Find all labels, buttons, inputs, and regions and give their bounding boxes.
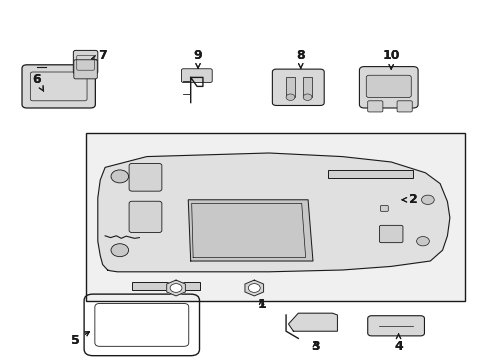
Text: 2: 2 xyxy=(402,193,417,206)
FancyBboxPatch shape xyxy=(181,69,212,82)
Text: 10: 10 xyxy=(382,49,399,69)
Circle shape xyxy=(111,170,128,183)
Bar xyxy=(303,77,311,97)
Text: 8: 8 xyxy=(296,49,305,68)
Text: 3: 3 xyxy=(310,340,319,353)
Text: 10: 10 xyxy=(382,49,399,69)
FancyBboxPatch shape xyxy=(129,201,162,233)
Text: 7: 7 xyxy=(91,49,107,62)
Bar xyxy=(285,77,294,97)
FancyBboxPatch shape xyxy=(367,101,382,112)
Text: 8: 8 xyxy=(296,49,305,68)
Polygon shape xyxy=(244,280,263,296)
Polygon shape xyxy=(188,200,312,261)
FancyBboxPatch shape xyxy=(129,163,162,191)
Polygon shape xyxy=(288,313,337,331)
Text: 1: 1 xyxy=(257,298,265,311)
FancyBboxPatch shape xyxy=(396,101,411,112)
FancyBboxPatch shape xyxy=(359,67,417,108)
FancyBboxPatch shape xyxy=(379,225,402,243)
Text: 4: 4 xyxy=(393,334,402,353)
FancyBboxPatch shape xyxy=(380,206,387,211)
Text: 9: 9 xyxy=(193,49,202,68)
Polygon shape xyxy=(166,280,185,296)
FancyBboxPatch shape xyxy=(22,65,95,108)
FancyBboxPatch shape xyxy=(367,316,424,336)
Circle shape xyxy=(285,94,294,100)
Circle shape xyxy=(111,244,128,257)
Bar xyxy=(132,282,200,290)
Text: 1: 1 xyxy=(257,298,265,311)
FancyBboxPatch shape xyxy=(73,50,98,74)
Bar xyxy=(85,133,464,301)
Circle shape xyxy=(303,94,311,100)
FancyBboxPatch shape xyxy=(74,60,97,79)
Circle shape xyxy=(248,284,260,292)
Circle shape xyxy=(170,284,182,292)
Text: 3: 3 xyxy=(310,340,319,353)
Text: 2: 2 xyxy=(402,193,417,206)
Text: 6: 6 xyxy=(32,73,43,91)
Circle shape xyxy=(421,195,433,204)
Bar xyxy=(327,170,412,178)
Text: 5: 5 xyxy=(71,332,89,347)
Polygon shape xyxy=(98,153,449,272)
Circle shape xyxy=(416,237,428,246)
Text: 5: 5 xyxy=(71,332,89,347)
Text: 6: 6 xyxy=(32,73,43,91)
Text: 9: 9 xyxy=(193,49,202,68)
Text: 7: 7 xyxy=(91,49,107,62)
FancyBboxPatch shape xyxy=(272,69,324,105)
FancyBboxPatch shape xyxy=(366,75,410,98)
Text: 4: 4 xyxy=(393,334,402,353)
